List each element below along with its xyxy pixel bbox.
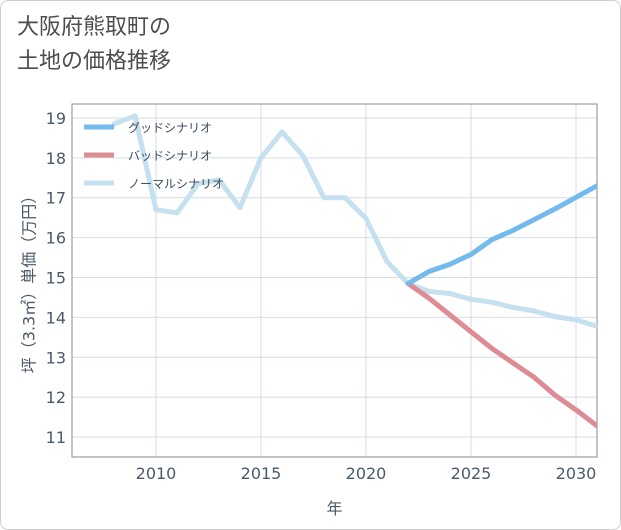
series-line-3 (111, 113, 597, 329)
plot-area (71, 103, 598, 458)
series-line-1 (405, 183, 597, 286)
y-axis-ticks: 11 12 13 14 15 16 17 18 19 (46, 109, 66, 447)
x-axis-title: 年 (326, 499, 342, 518)
series-line-2 (405, 281, 597, 429)
chart-title-line-2: 土地の価格推移 (17, 49, 172, 74)
x-tick-label: 2010 (136, 464, 177, 483)
y-tick-label: 19 (46, 109, 66, 128)
y-tick-label: 18 (46, 149, 66, 168)
y-tick-label: 17 (46, 189, 66, 208)
y-tick-label: 12 (46, 388, 66, 407)
y-tick-label: 14 (46, 308, 66, 327)
chart-title: 大阪府熊取町の 土地の価格推移 (17, 11, 171, 79)
legend-label-3: ノーマルシナリオ (128, 177, 224, 191)
y-tick-label: 13 (46, 348, 66, 367)
y-tick-label: 15 (46, 269, 66, 288)
x-tick-label: 2020 (346, 464, 387, 483)
y-tick-label: 11 (46, 428, 66, 447)
x-axis-ticks: 2010 2015 2020 2025 2030 (136, 464, 597, 483)
x-tick-label: 2030 (556, 464, 597, 483)
series-lines (111, 113, 597, 429)
chart-title-line-1: 大阪府熊取町の (17, 15, 172, 40)
y-axis-title: 坪（3.3㎡）単価（万円） (20, 188, 39, 373)
x-tick-label: 2025 (451, 464, 492, 483)
y-tick-label: 16 (46, 229, 66, 248)
legend-label-2: バッドシナリオ (128, 149, 212, 163)
legend-label-1: グッドシナリオ (128, 121, 212, 135)
x-tick-label: 2015 (241, 464, 282, 483)
